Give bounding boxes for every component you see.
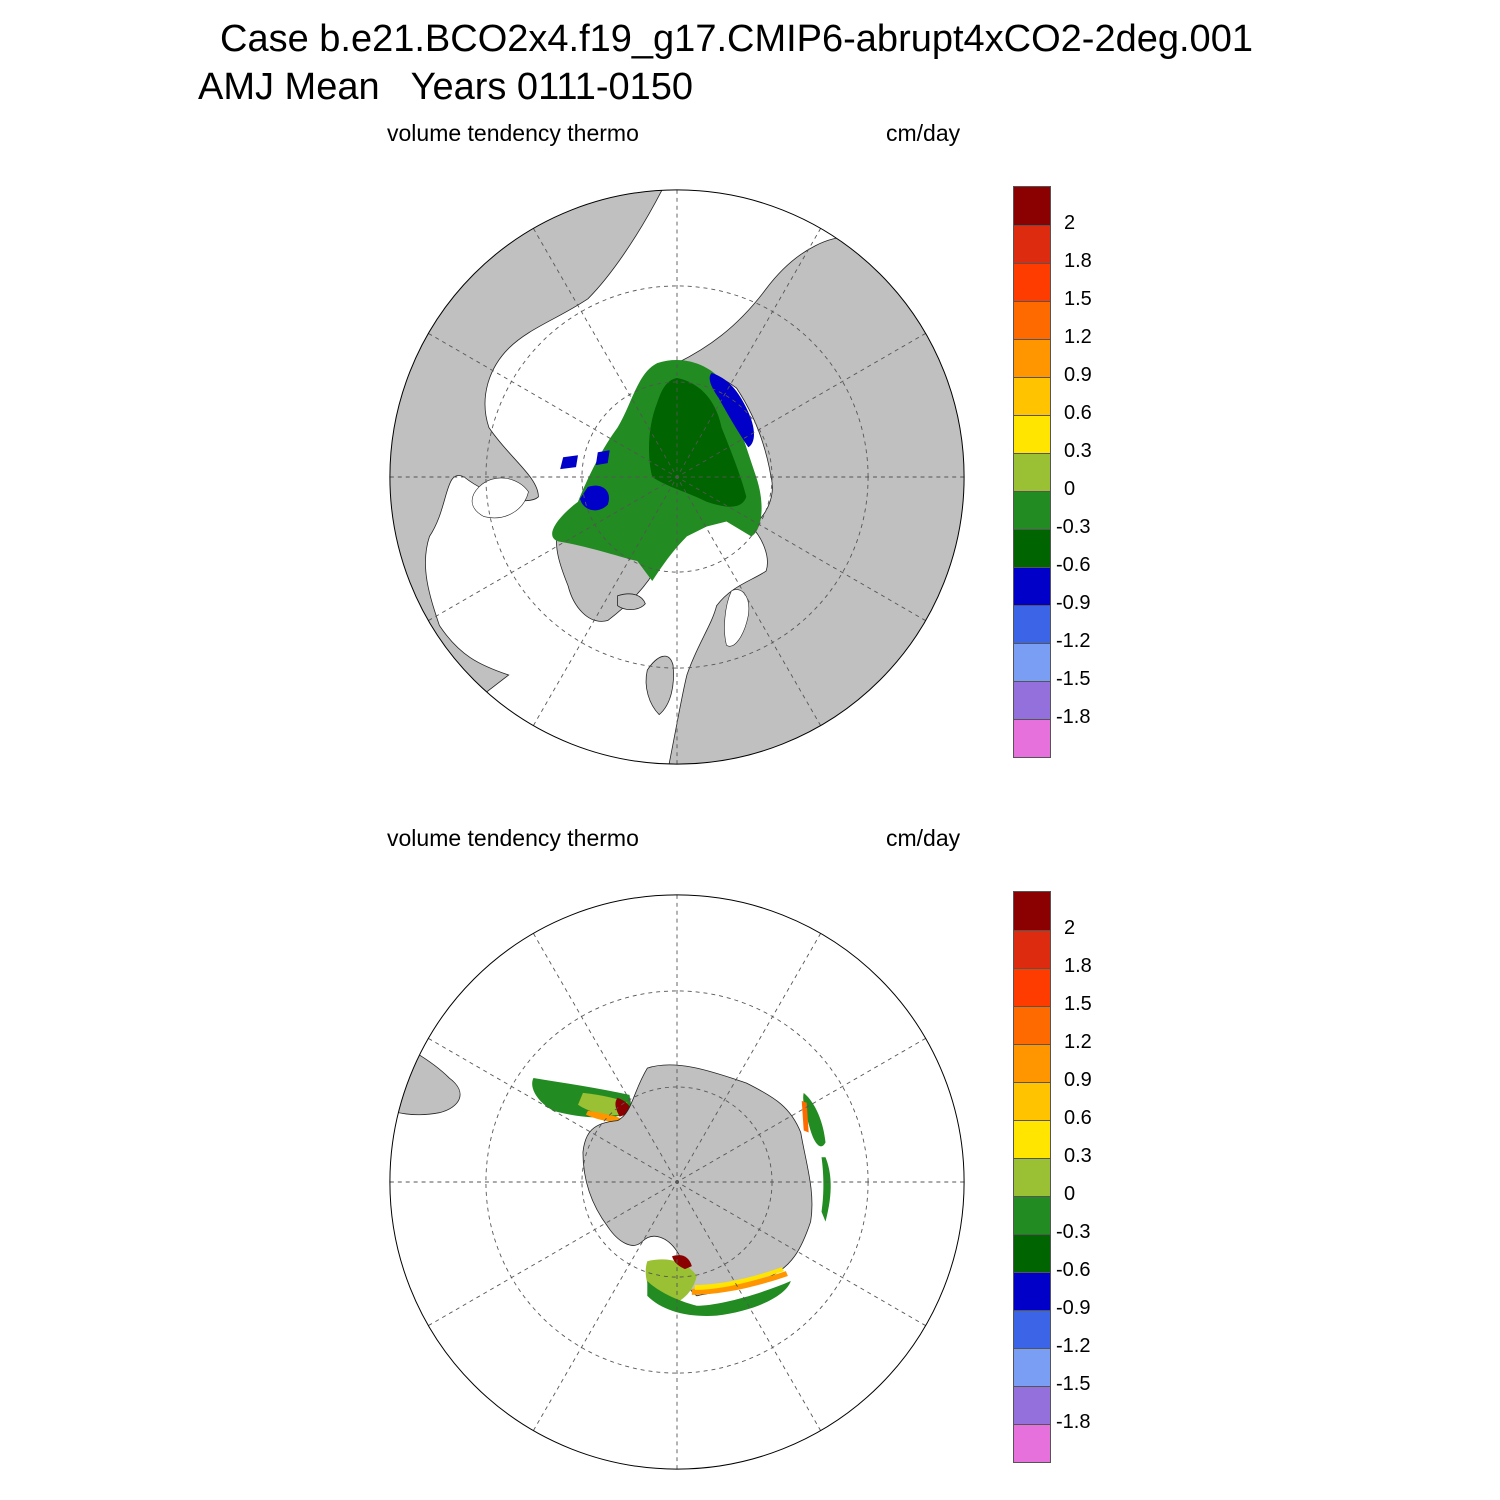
colorbar-tick-label: -0.9 [1056,592,1091,614]
colorbar-tick-label: -1.2 [1056,630,1091,652]
colorbar-swatch [1014,643,1050,681]
colorbar-tick-label: 0 [1064,1183,1076,1205]
colorbar-swatch [1014,968,1050,1006]
colorbar-swatch [1014,1006,1050,1044]
colorbar-swatch [1014,1196,1050,1234]
colorbar-tick-label: 0.3 [1064,1145,1092,1167]
colorbar-swatch [1014,1310,1050,1348]
colorbar-swatch [1014,1272,1050,1310]
iceland-land [617,593,646,610]
colorbar-tick-label: -1.2 [1056,1335,1091,1357]
south-panel-variable-label: volume tendency thermo [387,825,639,851]
colorbar-swatch [1014,1424,1050,1462]
arctic-ice-blue-baffin [579,485,609,511]
colorbar-swatch [1014,187,1050,225]
colorbar-swatch [1014,567,1050,605]
ross-ice-yellow [694,1267,784,1290]
colorbar-swatch [1014,377,1050,415]
colorbar-swatch [1014,1348,1050,1386]
colorbar-swatch [1014,225,1050,263]
ross-ice-orange [691,1271,788,1295]
colorbar-swatch [1014,605,1050,643]
south-colorbar [1013,891,1051,1463]
colorbar-tick-label: -0.3 [1056,516,1091,538]
ross-ice-red [672,1255,692,1270]
colorbar-swatch [1014,1082,1050,1120]
colorbar-tick-label: 1.2 [1064,326,1092,348]
south-map-border [389,894,965,1470]
colorbar-swatch [1014,263,1050,301]
ross-ice-green [647,1281,791,1316]
british-isles-land [645,655,674,716]
arctic-ice-blue-barents [709,373,754,448]
colorbar-tick-label: 0.3 [1064,440,1092,462]
colorbar-tick-label: -0.3 [1056,1221,1091,1243]
weddell-ice-orange [585,1110,622,1123]
colorbar-tick-label: 1.5 [1064,288,1092,310]
colorbar-tick-label: -0.9 [1056,1297,1091,1319]
colorbar-tick-label: -1.8 [1056,706,1091,728]
colorbar-tick-label: 0.9 [1064,1069,1092,1091]
colorbar-tick-label: 1.8 [1064,955,1092,977]
colorbar-swatch [1014,415,1050,453]
colorbar-swatch [1014,1044,1050,1082]
north-polar-map [389,189,965,765]
colorbar-swatch [1014,1234,1050,1272]
colorbar-swatch [1014,1386,1050,1424]
colorbar-swatch [1014,491,1050,529]
colorbar-tick-label: 2 [1064,917,1076,939]
eurasia-land [666,236,965,765]
colorbar-tick-label: 0.9 [1064,364,1092,386]
arctic-ice-dark-green [648,378,747,507]
colorbar-swatch [1014,1158,1050,1196]
arctic-ice-blue-archipelago [560,450,610,470]
south-polar-map [389,894,965,1470]
colorbar-swatch [1014,529,1050,567]
colorbar-tick-label: 1.8 [1064,250,1092,272]
colorbar-swatch [1014,453,1050,491]
colorbar-swatch [1014,301,1050,339]
colorbar-tick-label: 1.5 [1064,993,1092,1015]
colorbar-tick-label: 0 [1064,478,1076,500]
colorbar-tick-label: -1.5 [1056,1373,1091,1395]
colorbar-tick-label: 1.2 [1064,1031,1092,1053]
north-panel-units-label: cm/day [886,120,961,146]
north-panel-variable-label: volume tendency thermo [387,120,639,146]
colorbar-tick-label: -0.6 [1056,554,1091,576]
colorbar-swatch [1014,930,1050,968]
north-america-land [389,189,668,765]
east-antarctic-ice-green-2 [821,1157,831,1222]
figure-title-case: Case b.e21.BCO2x4.f19_g17.CMIP6-abrupt4x… [220,18,1253,60]
colorbar-swatch [1014,1120,1050,1158]
east-antarctic-ice-orange [801,1100,809,1133]
colorbar-swatch [1014,339,1050,377]
colorbar-tick-label: 0.6 [1064,1107,1092,1129]
colorbar-tick-label: 0.6 [1064,402,1092,424]
colorbar-swatch [1014,892,1050,930]
south-graticule [389,894,965,1470]
colorbar-tick-label: 2 [1064,212,1076,234]
north-map-border [389,189,965,765]
north-colorbar [1013,186,1051,758]
south-panel-units-label: cm/day [886,825,961,851]
weddell-ice-yellow-green [578,1092,628,1116]
colorbar-tick-label: -0.6 [1056,1259,1091,1281]
colorbar-tick-label: -1.5 [1056,668,1091,690]
colorbar-swatch [1014,681,1050,719]
colorbar-swatch [1014,719,1050,757]
colorbar-tick-label: -1.8 [1056,1411,1091,1433]
north-graticule [389,189,965,765]
figure-title-period: AMJ Mean Years 0111-0150 [198,66,694,108]
